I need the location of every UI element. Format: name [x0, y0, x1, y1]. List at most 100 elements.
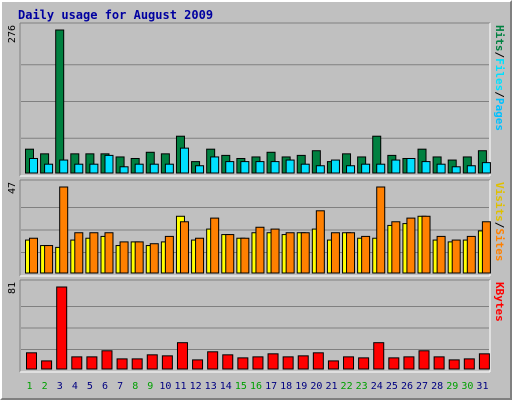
day-label-15: 15: [235, 381, 247, 392]
bar-files-20: [315, 165, 325, 174]
series-legend: Visits/Sites: [493, 182, 506, 262]
bar-files-18: [285, 159, 295, 174]
day-label-14: 14: [220, 381, 232, 392]
bar-files-11: [179, 147, 189, 174]
bar-sites-4: [74, 232, 84, 274]
bar-kbytes-20: [312, 352, 324, 370]
chart-title: Daily usage for August 2009: [18, 8, 214, 22]
bar-files-6: [104, 154, 114, 174]
day-label-12: 12: [190, 381, 202, 392]
bar-sites-30: [466, 235, 476, 274]
bar-sites-24: [376, 186, 386, 274]
bar-files-5: [89, 163, 99, 174]
bar-kbytes-12: [192, 359, 204, 370]
legend-hits: Hits: [493, 25, 506, 52]
day-label-29: 29: [446, 381, 458, 392]
day-label-30: 30: [461, 381, 473, 392]
y-max-label: 276: [7, 25, 18, 43]
bar-sites-5: [89, 232, 99, 274]
bar-sites-19: [300, 232, 310, 274]
day-label-5: 5: [87, 381, 93, 392]
bar-kbytes-21: [327, 360, 339, 370]
bar-files-2: [44, 163, 54, 174]
bar-files-31: [481, 162, 491, 174]
bar-sites-20: [315, 210, 325, 274]
bar-kbytes-8: [131, 358, 143, 370]
day-label-7: 7: [117, 381, 123, 392]
bar-sites-7: [119, 241, 129, 274]
bar-sites-25: [391, 221, 401, 274]
day-label-24: 24: [371, 381, 383, 392]
bar-sites-21: [330, 232, 340, 274]
day-label-22: 22: [341, 381, 353, 392]
day-label-8: 8: [132, 381, 138, 392]
bar-files-21: [330, 159, 340, 174]
bar-kbytes-7: [116, 358, 128, 370]
bar-files-9: [149, 163, 159, 174]
bar-kbytes-26: [403, 356, 415, 370]
bar-kbytes-15: [237, 357, 249, 370]
bar-files-12: [195, 165, 205, 174]
bar-kbytes-24: [373, 342, 385, 370]
bar-kbytes-10: [161, 355, 173, 370]
day-label-16: 16: [250, 381, 262, 392]
bar-sites-18: [285, 232, 295, 274]
bar-sites-31: [481, 221, 491, 274]
legend-pages: Pages: [493, 98, 506, 131]
bar-sites-15: [240, 237, 250, 274]
legend-sites: Sites: [493, 228, 506, 261]
bar-kbytes-5: [86, 356, 98, 370]
bar-files-27: [421, 161, 431, 174]
bar-sites-13: [210, 217, 220, 274]
y-max-label: 47: [7, 182, 18, 194]
day-label-28: 28: [431, 381, 443, 392]
day-label-31: 31: [476, 381, 488, 392]
bar-sites-3: [59, 186, 69, 274]
bar-kbytes-28: [433, 356, 445, 370]
day-label-6: 6: [102, 381, 108, 392]
bar-sites-9: [149, 243, 159, 274]
bar-files-13: [210, 156, 220, 174]
bar-sites-10: [164, 235, 174, 274]
bar-kbytes-16: [252, 356, 264, 370]
bar-files-29: [451, 166, 461, 174]
day-label-3: 3: [57, 381, 63, 392]
bar-sites-2: [44, 245, 54, 274]
day-label-10: 10: [159, 381, 171, 392]
day-label-1: 1: [27, 381, 33, 392]
bar-kbytes-13: [207, 351, 219, 370]
panel-1: [20, 23, 490, 176]
bar-sites-14: [225, 234, 235, 274]
legend-files: Files: [493, 58, 506, 91]
day-label-11: 11: [174, 381, 186, 392]
bar-kbytes-14: [222, 354, 234, 370]
day-label-27: 27: [416, 381, 428, 392]
day-label-19: 19: [295, 381, 307, 392]
bar-files-14: [225, 161, 235, 174]
bar-files-15: [240, 161, 250, 174]
bar-kbytes-25: [388, 357, 400, 370]
bar-kbytes-18: [282, 356, 294, 370]
series-legend: Hits/Files/Pages: [493, 25, 506, 131]
bar-sites-17: [270, 228, 280, 274]
day-label-26: 26: [401, 381, 413, 392]
bar-kbytes-1: [26, 352, 37, 370]
day-label-17: 17: [265, 381, 277, 392]
bar-files-19: [300, 163, 310, 174]
bar-kbytes-27: [418, 350, 430, 370]
bar-files-7: [119, 166, 129, 174]
bar-sites-8: [134, 241, 144, 274]
bar-kbytes-30: [463, 358, 475, 370]
legend-sep: /: [493, 91, 506, 98]
bar-files-16: [255, 161, 265, 174]
bar-sites-28: [436, 235, 446, 274]
legend-sep: /: [493, 222, 506, 229]
bar-sites-26: [406, 217, 416, 274]
bar-hits-3: [55, 29, 65, 174]
bar-kbytes-6: [101, 350, 113, 370]
bar-files-25: [391, 159, 401, 174]
y-max-label: 81: [7, 282, 18, 294]
day-label-20: 20: [310, 381, 322, 392]
